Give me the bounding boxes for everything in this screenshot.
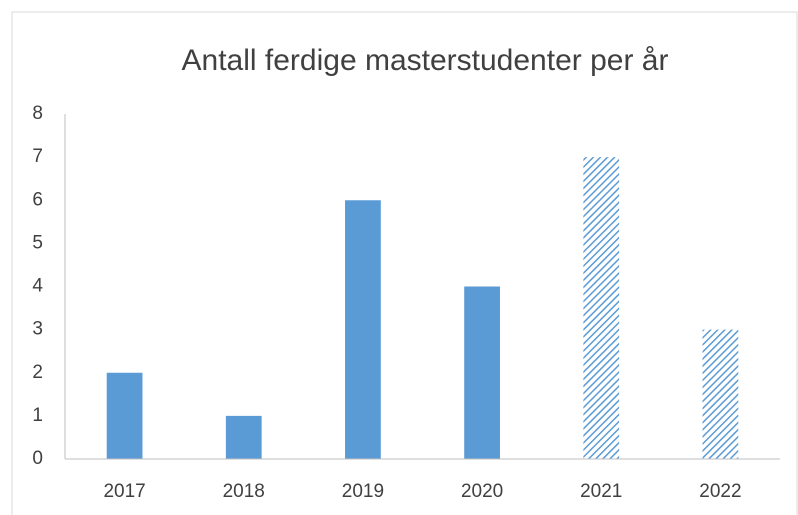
x-tick-label: 2018 (223, 481, 265, 502)
bar (464, 286, 500, 459)
x-tick-label: 2022 (699, 481, 741, 502)
y-tick-label: 0 (32, 448, 43, 469)
bar (106, 372, 143, 459)
bar (345, 200, 381, 459)
bar (702, 329, 739, 459)
y-tick-label: 2 (32, 362, 43, 383)
chart-frame (11, 11, 798, 515)
bar (225, 415, 262, 459)
x-tick-label: 2020 (461, 481, 503, 502)
bar (583, 157, 620, 459)
chart-title: Antall ferdige masterstudenter per år (182, 44, 669, 77)
x-tick-label: 2019 (342, 481, 384, 502)
y-tick-label: 3 (32, 319, 43, 340)
y-tick-label: 4 (32, 276, 43, 297)
x-tick-label: 2021 (580, 481, 622, 502)
y-tick-label: 8 (32, 103, 43, 124)
y-tick-label: 1 (32, 405, 43, 426)
y-tick-label: 6 (32, 189, 43, 210)
y-tick-label: 7 (32, 146, 43, 167)
y-tick-label: 5 (32, 232, 43, 253)
x-tick-label: 2017 (103, 481, 145, 502)
